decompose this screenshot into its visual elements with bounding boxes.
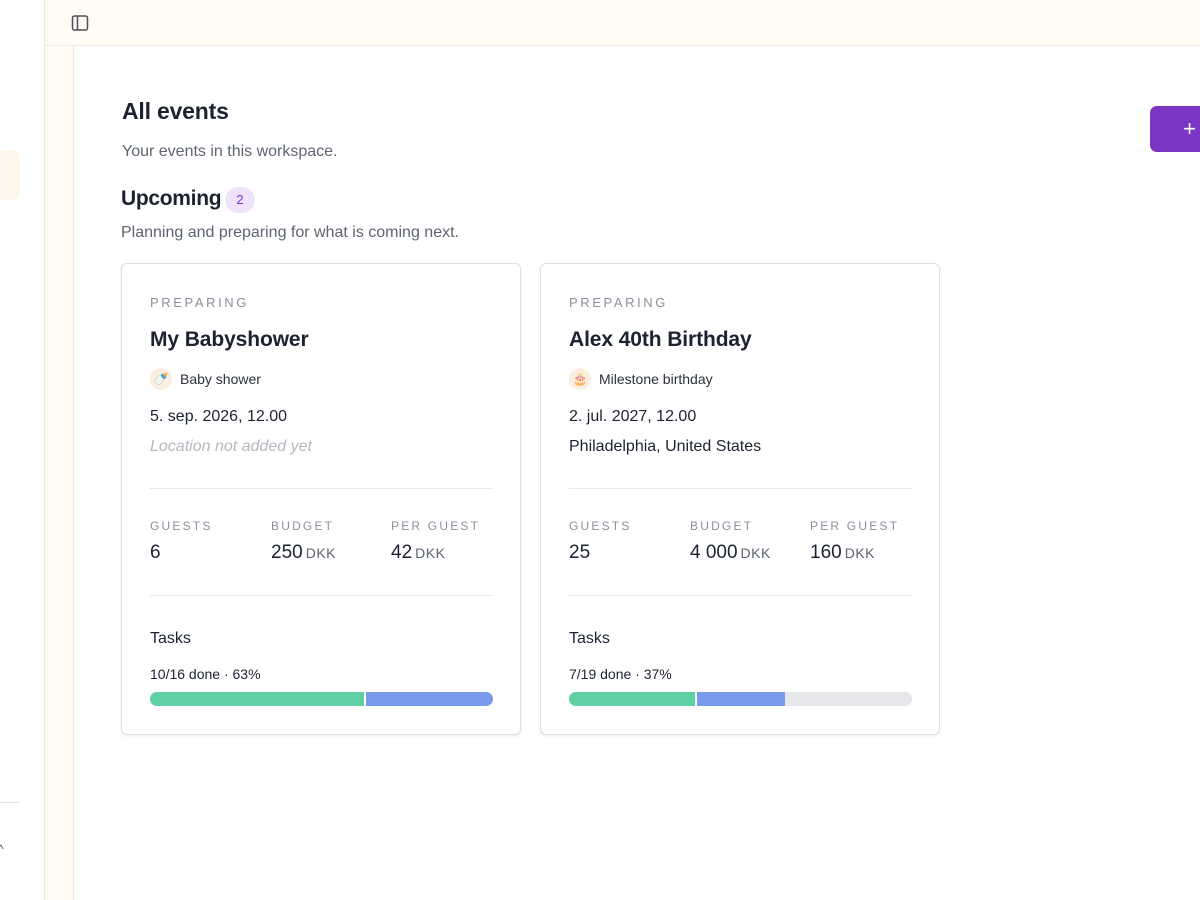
event-type-label: Milestone birthday [599,371,713,387]
event-status: PREPARING [150,295,250,310]
stat-label: BUDGET [271,519,335,533]
event-name[interactable]: My Babyshower [150,328,309,351]
tasks-progress-bar [150,692,493,706]
stat-value: 42 DKK [391,542,480,564]
divider [150,595,493,596]
currency-unit: DKK [844,545,875,561]
page-title: All events [122,98,229,124]
event-type: 🎂 Milestone birthday [569,367,713,391]
tasks-progress-text: 10/16 done · 63% [150,666,261,682]
event-card[interactable]: PREPARING Alex 40th Birthday 🎂 Milestone… [540,263,940,735]
tasks-progress-text: 7/19 done · 37% [569,666,672,682]
event-name[interactable]: Alex 40th Birthday [569,328,752,351]
event-date: 5. sep. 2026, 12.00 [150,408,287,425]
event-location: Location not added yet [150,438,312,455]
stat-label: GUESTS [569,519,632,533]
currency-unit: DKK [740,545,771,561]
sidebar-item-active[interactable] [0,150,20,200]
guests-value: 25 [569,542,591,563]
cake-icon: 🎂 [569,368,591,390]
sidebar: ^ [0,0,45,900]
stat-budget: BUDGET 250 DKK [271,519,336,564]
progress-done-segment [150,692,365,706]
stat-label: PER GUEST [810,519,900,533]
stat-budget: BUDGET 4 000 DKK [690,519,771,564]
budget-value: 4 000 [690,542,738,563]
topbar [45,0,1200,46]
guests-value: 6 [150,542,161,563]
add-event-button[interactable]: + [1150,106,1200,152]
stat-value: 4 000 DKK [690,542,771,564]
stat-value: 160 DKK [810,542,899,564]
count-badge: 2 [225,187,255,213]
divider [569,488,912,489]
tasks-title: Tasks [569,630,610,647]
content-gutter [45,46,74,900]
stat-value: 25 [569,542,632,564]
stat-per-guest: PER GUEST 160 DKK [810,519,899,564]
event-status: PREPARING [569,295,669,310]
page-subtitle: Your events in this workspace. [122,143,338,160]
stat-per-guest: PER GUEST 42 DKK [391,519,480,564]
divider [569,595,912,596]
progress-done-segment [569,692,696,706]
main-content: All events Your events in this workspace… [75,46,1200,900]
sidebar-divider [0,802,20,803]
event-card[interactable]: PREPARING My Babyshower 🍼 Baby shower 5.… [121,263,521,735]
event-location: Philadelphia, United States [569,438,762,455]
stat-value: 6 [150,542,213,564]
budget-value: 250 [271,542,303,563]
chevron-up-icon[interactable]: ^ [0,842,4,856]
section-title: Upcoming [121,187,222,210]
stat-guests: GUESTS 25 [569,519,632,564]
sidebar-toggle-icon[interactable] [71,14,89,32]
tasks-progress-bar [569,692,912,706]
progress-in-progress-segment [364,692,493,706]
event-type: 🍼 Baby shower [150,367,261,391]
stat-label: GUESTS [150,519,213,533]
per-guest-value: 42 [391,542,413,563]
progress-in-progress-segment [695,692,786,706]
section-description: Planning and preparing for what is comin… [121,224,459,241]
plus-icon: + [1183,116,1196,141]
event-type-label: Baby shower [180,371,261,387]
stat-label: PER GUEST [391,519,481,533]
divider [150,488,493,489]
stat-value: 250 DKK [271,542,336,564]
tasks-title: Tasks [150,630,191,647]
stat-label: BUDGET [690,519,754,533]
per-guest-value: 160 [810,542,842,563]
baby-bottle-icon: 🍼 [150,368,172,390]
stat-guests: GUESTS 6 [150,519,213,564]
currency-unit: DKK [305,545,336,561]
currency-unit: DKK [415,545,446,561]
event-date: 2. jul. 2027, 12.00 [569,408,697,425]
